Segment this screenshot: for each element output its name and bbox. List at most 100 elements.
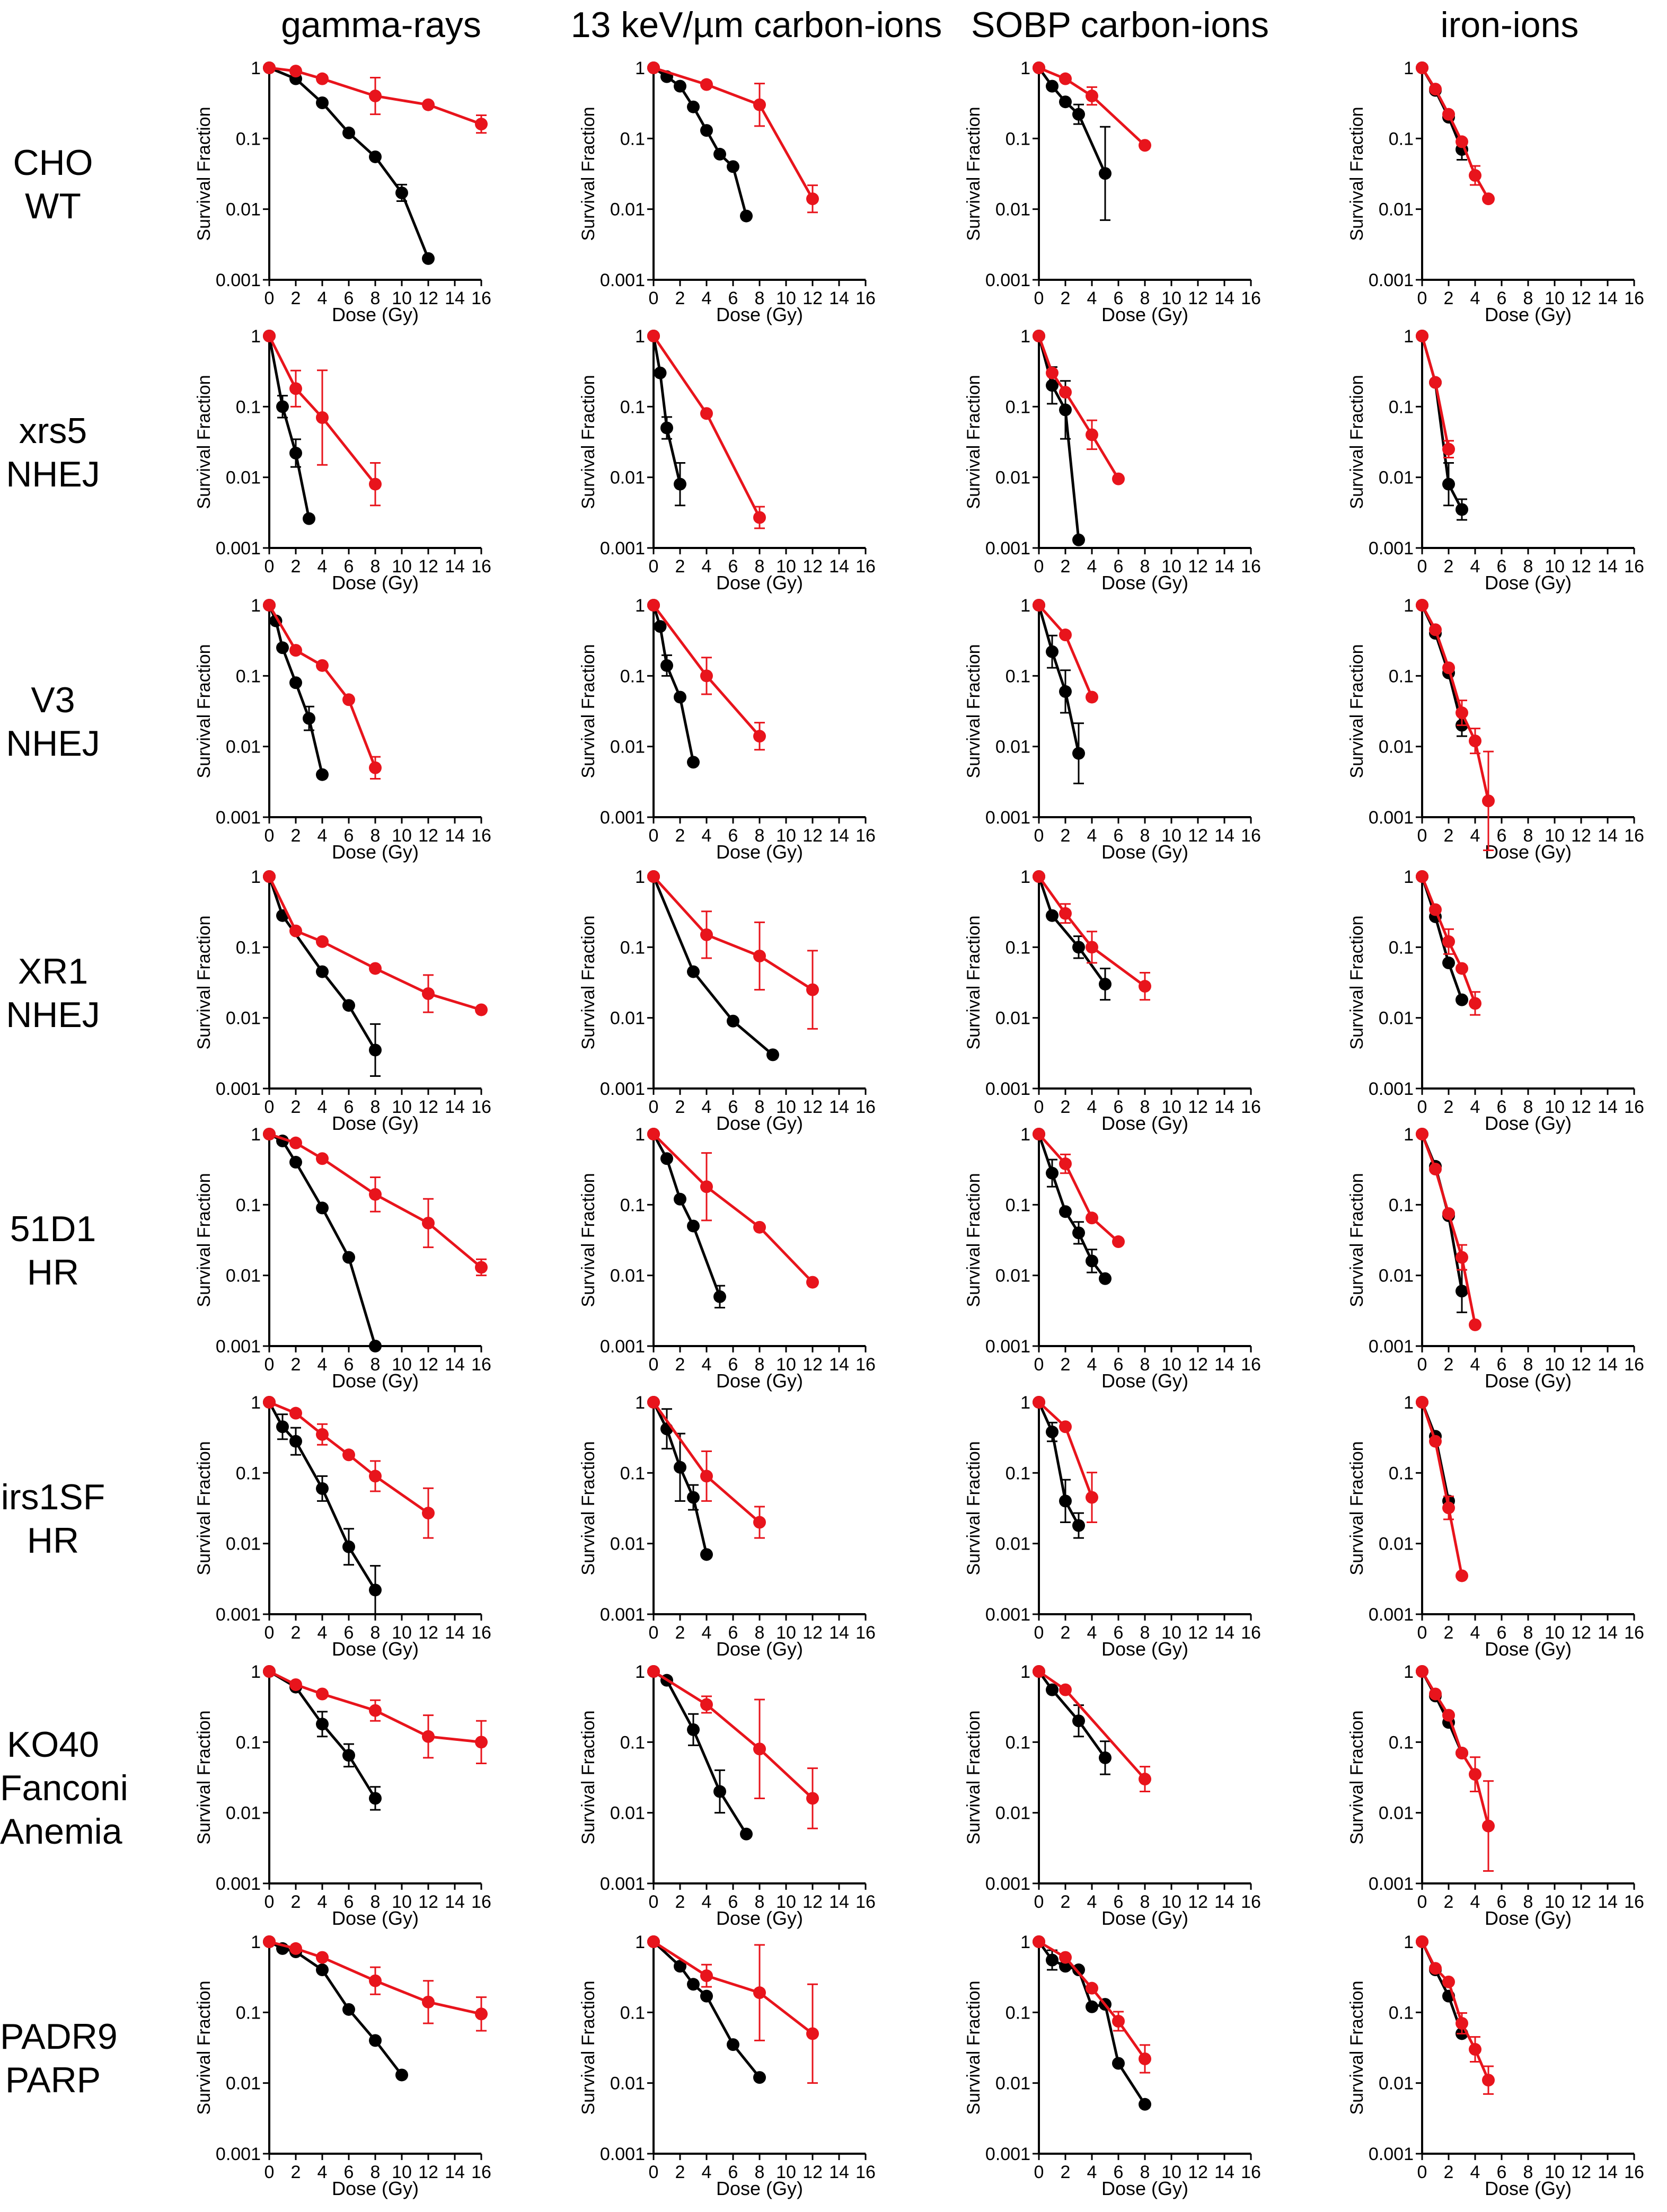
red-series-data-point [316,1428,329,1441]
x-axis-label: Dose (Gy) [1485,841,1572,863]
black-series-data-point [395,2068,408,2082]
y-tick-label: 0.01 [1379,468,1414,488]
black-series-data-point [740,1827,753,1841]
red-series-data-point [806,192,819,206]
x-tick-label: 6 [1497,1355,1507,1375]
x-tick-label: 4 [1470,826,1480,846]
y-tick-label: 0.001 [1369,1079,1414,1099]
y-tick-label: 0.01 [1379,1008,1414,1029]
x-tick-label: 14 [1598,826,1618,846]
x-tick-label: 14 [445,288,465,308]
red-series-data-point [753,730,766,743]
black-series-data-point [276,641,289,654]
red-series-curve [1039,1133,1119,1243]
x-tick-label: 14 [1598,2162,1618,2182]
red-series-data-point [700,1698,713,1711]
x-tick-label: 12 [1188,288,1208,308]
x-tick-label: 6 [1497,1097,1507,1117]
x-tick-label: 10 [392,1892,412,1912]
black-series-curve [269,1132,377,1346]
black-series-data-point [316,1718,329,1731]
x-tick-label: 8 [1140,826,1150,846]
red-series-data-point [422,1730,435,1743]
red-series-data-point [289,65,302,78]
y-tick-label: 1 [251,1125,261,1145]
x-tick-label: 12 [1188,1892,1208,1912]
black-series-data-point [303,512,315,525]
black-series-curve [1422,67,1463,150]
black-series-data-point [1072,533,1085,546]
row-label-line: 51D1 [10,1209,96,1249]
x-tick-label: 6 [344,1097,354,1117]
x-tick-label: 14 [445,826,465,846]
x-tick-label: 4 [702,1892,712,1912]
x-tick-label: 4 [702,1097,712,1117]
black-series-data-point [674,1960,686,1973]
x-tick-label: 12 [1571,1097,1591,1117]
red-series-data-point [263,330,276,342]
x-tick-label: 14 [1214,1097,1234,1117]
red-series-data-point [1429,1962,1442,1975]
x-axis-label: Dose (Gy) [716,1370,803,1392]
red-series-data-point [1456,1251,1468,1264]
x-axis-label: Dose (Gy) [716,572,803,594]
red-series-data-point [369,761,382,774]
black-series-data-point [713,1290,726,1303]
x-tick-label: 8 [1523,1355,1533,1375]
red-series-data-point [289,924,302,937]
black-series-data-point [1099,167,1112,180]
red-series-data-point [1112,472,1125,485]
panel: 0 2 4 6 8 10 12 14 16 0.001 0.01 0.1 1 Dose (Gy) Survi… [578,867,876,1134]
x-axis-label: Dose (Gy) [1101,1907,1188,1929]
x-tick-label: 2 [675,1623,685,1643]
x-axis-label: Dose (Gy) [716,1638,803,1660]
red-series-data-point [1429,1162,1442,1175]
y-tick-label: 1 [1404,58,1414,78]
x-tick-label: 14 [445,556,465,577]
x-tick-label: 2 [291,1097,301,1117]
x-tick-label: 10 [776,1355,796,1375]
panel: 0 2 4 6 8 10 12 14 16 0.001 0.01 0.1 1 Dose (Gy) Survi… [1347,1393,1644,1660]
x-tick-label: 12 [1571,556,1591,577]
x-tick-label: 4 [317,1892,328,1912]
black-series-data-point [1442,477,1455,491]
x-tick-label: 2 [291,1892,301,1912]
red-series-data-point [1456,135,1468,148]
y-tick-label: 0.01 [995,1534,1030,1554]
x-tick-label: 0 [649,2162,659,2182]
y-axis-label: Survival Fraction [578,1441,598,1575]
x-tick-label: 14 [1598,1623,1618,1643]
black-series-curve [654,1941,761,2078]
red-series-data-point [1033,1665,1045,1678]
x-tick-label: 2 [291,1355,301,1375]
y-tick-label: 0.01 [995,1008,1030,1029]
panel: 0 2 4 6 8 10 12 14 16 0.001 0.01 0.1 1 Dose (Gy) Survi… [964,596,1261,863]
x-tick-label: 12 [802,1355,823,1375]
red-series-curve [654,1670,814,1800]
x-tick-label: 16 [1241,2162,1261,2182]
panel: 0 2 4 6 8 10 12 14 16 0.001 0.01 0.1 1 Dose (Gy) Survi… [1347,58,1644,325]
red-series-data-point [1456,2016,1468,2030]
red-series-data-point [263,1396,276,1409]
red-series-data-point [753,98,766,111]
red-series-data-point [1429,83,1442,96]
x-tick-label: 4 [1087,2162,1097,2182]
red-series-data-point [316,935,329,948]
x-tick-label: 6 [1497,1623,1507,1643]
red-series-data-point [475,118,488,131]
red-series-data-point [753,1220,766,1234]
red-series-data-point [316,659,329,672]
red-series-data-point [647,1935,660,1948]
panel: 0 2 4 6 8 10 12 14 16 0.001 0.01 0.1 1 Dose (Gy) Survi… [1347,867,1644,1134]
y-tick-label: 0.001 [600,1079,645,1099]
y-tick-label: 0.01 [1379,200,1414,220]
panel: 0 2 4 6 8 10 12 14 16 0.001 0.01 0.1 1 Dose (Gy) Survi… [964,1662,1261,1929]
x-tick-label: 6 [728,826,738,846]
row-label: 51D1 HR [0,1207,106,1294]
x-tick-label: 6 [344,1355,354,1375]
x-axis-label: Dose (Gy) [1485,1907,1572,1929]
black-series-data-point [342,126,355,139]
x-tick-label: 0 [1417,1355,1427,1375]
black-series-data-point [342,1540,355,1553]
y-tick-label: 0.001 [600,1605,645,1625]
